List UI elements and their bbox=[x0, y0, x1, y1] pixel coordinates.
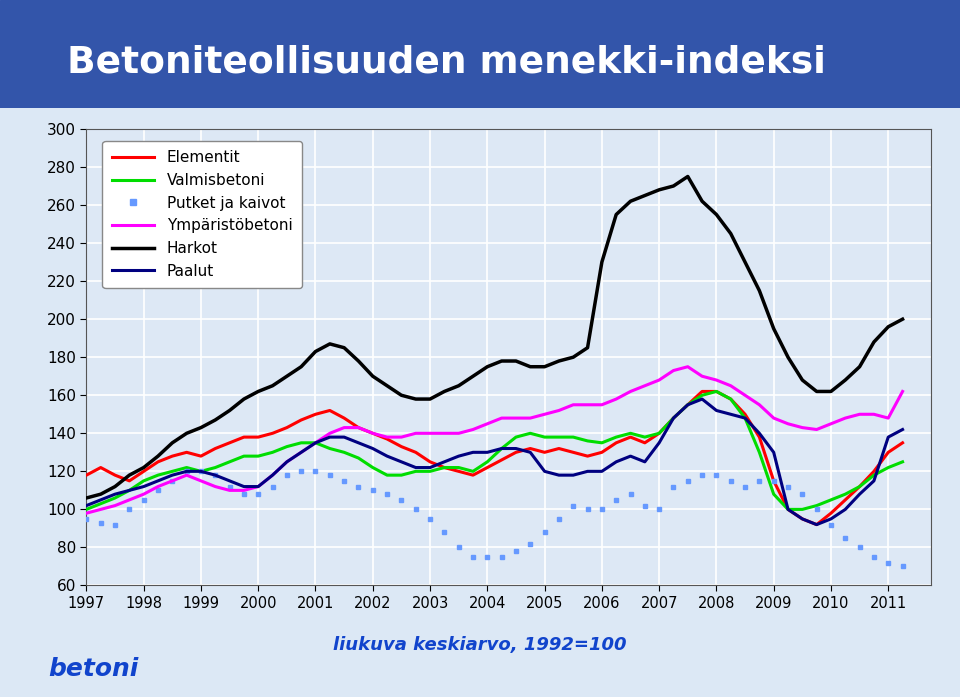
Text: liukuva keskiarvo, 1992=100: liukuva keskiarvo, 1992=100 bbox=[333, 636, 627, 654]
Text: Betoniteollisuuden menekki-indeksi: Betoniteollisuuden menekki-indeksi bbox=[67, 45, 826, 81]
Legend: Elementit, Valmisbetoni, Putket ja kaivot, Ympäristöbetoni, Harkot, Paalut: Elementit, Valmisbetoni, Putket ja kaivo… bbox=[103, 141, 301, 288]
Text: betoni: betoni bbox=[48, 657, 138, 681]
